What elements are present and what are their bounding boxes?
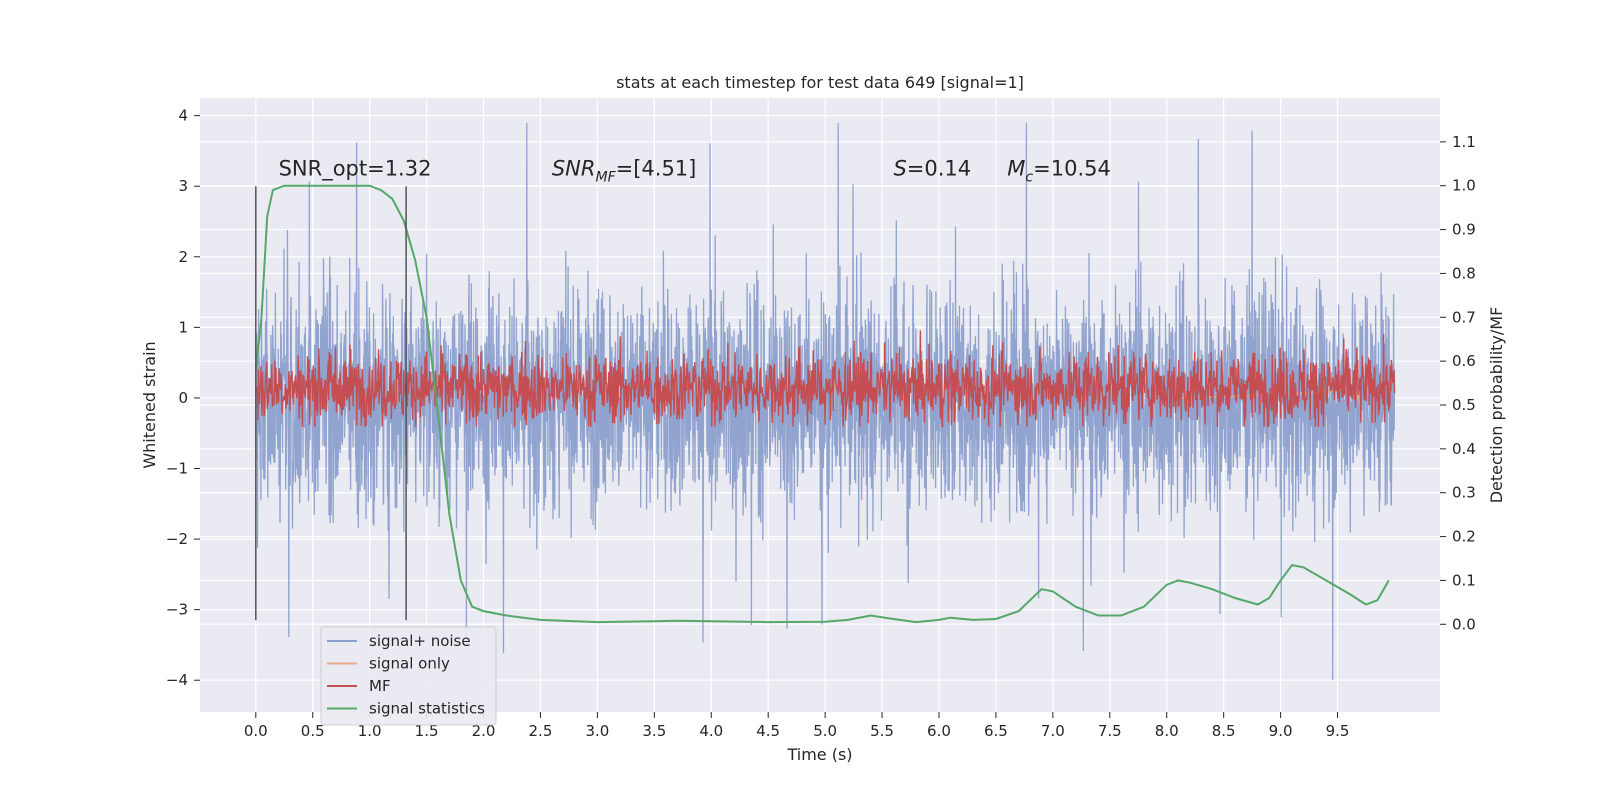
annotations: SNR_opt=1.32 SNRMF=[4.51] S=0.14 Mc=10.54 bbox=[279, 157, 1111, 186]
x-tick-label: 9.5 bbox=[1326, 722, 1350, 740]
y-tick-label: −2 bbox=[166, 530, 188, 548]
y2-tick-label: 0.7 bbox=[1452, 308, 1476, 326]
x-tick-label: 4.5 bbox=[756, 722, 780, 740]
legend-box bbox=[320, 626, 497, 726]
y-tick-label: −1 bbox=[166, 460, 188, 478]
y2-tick-label: 0.9 bbox=[1452, 221, 1476, 239]
annotation-text: SNRMF=[4.51] bbox=[552, 157, 697, 186]
y-axis-left: 4 3 2 1 0 −1 −2 −3 −4 bbox=[166, 107, 200, 689]
y-tick-label: 0 bbox=[178, 389, 188, 407]
x-axis: 0.0 0.5 1.0 1.5 2.0 2.5 3.0 3.5 4.0 4.5 5.0 5.5 6.0 6… bbox=[244, 712, 1350, 740]
y-tick-label: −4 bbox=[166, 671, 188, 689]
legend-label: signal+ noise bbox=[369, 632, 471, 650]
y-tick-label: 3 bbox=[178, 177, 188, 195]
y2-tick-label: 0.1 bbox=[1452, 571, 1476, 589]
legend: signal+ noise signal only MF signal statist… bbox=[320, 626, 497, 726]
y2-tick-label: 0.8 bbox=[1452, 264, 1476, 282]
y2-tick-label: 1.0 bbox=[1452, 177, 1476, 195]
x-tick-label: 2.5 bbox=[529, 722, 553, 740]
series-signal-statistics-line bbox=[254, 184, 1390, 624]
annotation-text: SNR_opt=1.32 bbox=[279, 157, 432, 182]
annotation-text: S=0.14 bbox=[893, 157, 971, 181]
y2-tick-label: 0.4 bbox=[1452, 440, 1476, 458]
x-tick-label: 3.0 bbox=[585, 722, 609, 740]
y2-tick-label: 0.5 bbox=[1452, 396, 1476, 414]
x-tick-label: 1.0 bbox=[358, 722, 382, 740]
x-tick-label: 8.5 bbox=[1212, 722, 1236, 740]
legend-label: MF bbox=[369, 677, 391, 695]
y-tick-label: 1 bbox=[178, 318, 188, 336]
x-tick-label: 1.5 bbox=[415, 722, 439, 740]
x-tick-label: 0.5 bbox=[301, 722, 325, 740]
x-tick-label: 4.0 bbox=[699, 722, 723, 740]
y2-tick-label: 0.0 bbox=[1452, 615, 1476, 633]
y2-tick-label: 0.6 bbox=[1452, 352, 1476, 370]
series-layer bbox=[254, 122, 1396, 681]
x-tick-label: 6.0 bbox=[927, 722, 951, 740]
y-tick-label: 4 bbox=[178, 107, 188, 125]
x-tick-label: 8.0 bbox=[1155, 722, 1179, 740]
y-tick-label: 2 bbox=[178, 248, 188, 266]
y2-tick-label: 0.3 bbox=[1452, 484, 1476, 502]
x-tick-label: 6.5 bbox=[984, 722, 1008, 740]
y-tick-label: −3 bbox=[166, 601, 188, 619]
chart-title: stats at each timestep for test data 649… bbox=[616, 73, 1024, 92]
x-tick-label: 5.5 bbox=[870, 722, 894, 740]
legend-label: signal statistics bbox=[369, 700, 485, 718]
y2-tick-label: 0.2 bbox=[1452, 528, 1476, 546]
y-axis-right: 1.1 1.0 0.9 0.8 0.7 0.6 0.5 0.4 0.3 0.2 0.1 0.0 bbox=[1440, 133, 1476, 633]
series-mf-line bbox=[255, 330, 1396, 428]
y2-tick-label: 1.1 bbox=[1452, 133, 1476, 151]
x-tick-label: 9.0 bbox=[1269, 722, 1293, 740]
x-tick-label: 3.5 bbox=[642, 722, 666, 740]
x-tick-label: 7.0 bbox=[1041, 722, 1065, 740]
annotation-text: Mc=10.54 bbox=[1007, 157, 1111, 186]
legend-label: signal only bbox=[369, 655, 450, 673]
y2-axis-label: Detection probability/MF bbox=[1487, 307, 1506, 504]
x-tick-label: 5.0 bbox=[813, 722, 837, 740]
x-tick-label: 7.5 bbox=[1098, 722, 1122, 740]
series-signal-noise-line bbox=[255, 122, 1396, 681]
y-axis-label: Whitened strain bbox=[140, 341, 159, 468]
vertical-lines bbox=[255, 186, 407, 621]
x-axis-label: Time (s) bbox=[786, 745, 852, 764]
x-tick-label: 2.0 bbox=[472, 722, 496, 740]
x-tick-label: 0.0 bbox=[244, 722, 268, 740]
